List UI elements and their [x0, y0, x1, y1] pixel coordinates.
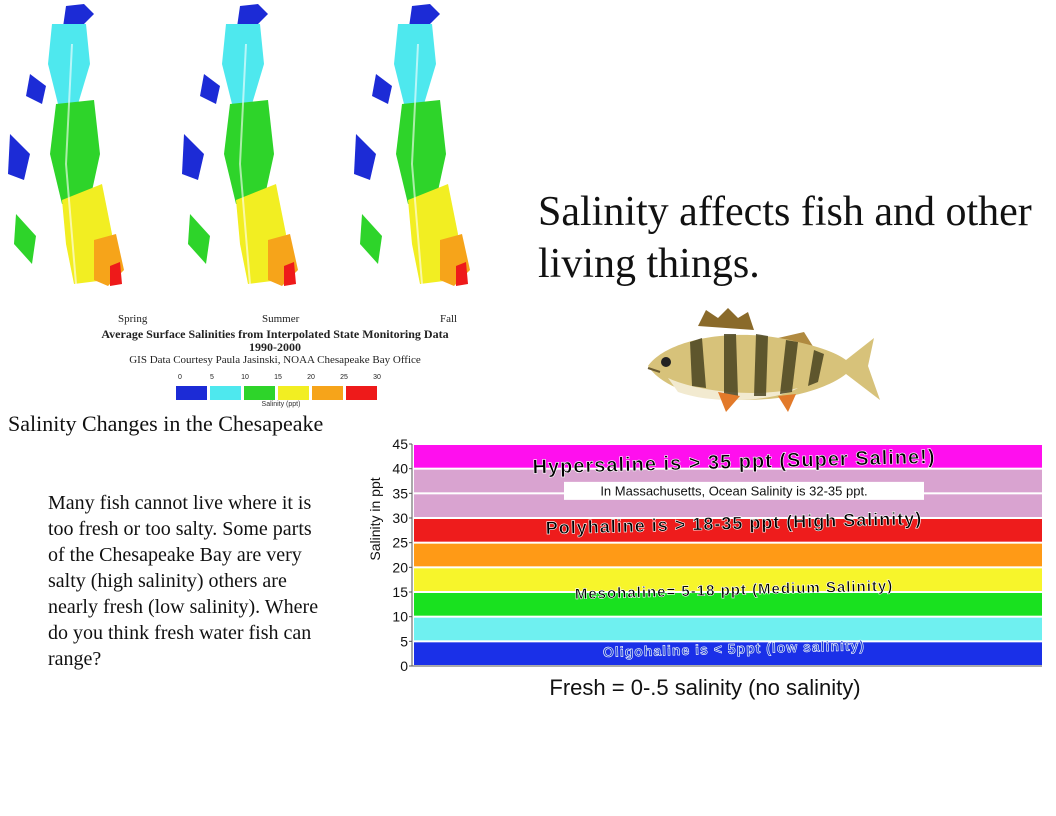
- y-tick-label: 5: [400, 633, 408, 649]
- map-legend-swatch: [312, 386, 343, 400]
- map-legend-tick: 20: [307, 374, 315, 381]
- y-tick-label: 15: [392, 584, 408, 600]
- map-legend-tick: 0: [178, 374, 182, 381]
- map-legend-tick: 10: [241, 374, 249, 381]
- y-tick-label: 0: [400, 658, 408, 674]
- map-legend-tick: 15: [274, 374, 282, 381]
- maps-title: Salinity Changes in the Chesapeake: [8, 411, 324, 436]
- y-ticks: 0 5 10 15 20 25 30 35 40 45: [392, 438, 412, 674]
- chart-annotation: Oligohaline is < 5ppt (low salinity): [603, 637, 865, 660]
- map-caption-title: Average Surface Salinities from Interpol…: [101, 327, 449, 341]
- map-spring: [7, 3, 125, 287]
- map-label-spring: Spring: [118, 313, 148, 325]
- y-tick-label: 35: [392, 485, 408, 501]
- map-label-fall: Fall: [440, 313, 457, 325]
- map-legend-swatch: [346, 386, 377, 400]
- salinity-band: [414, 617, 1042, 641]
- map-legend-swatches: [176, 386, 386, 400]
- annotation-box: [564, 481, 924, 500]
- salinity-band: [414, 445, 1042, 468]
- map-legend: 0 5 10 15 20 25 30 Salinity (ppt): [176, 374, 386, 408]
- map-caption-credit: GIS Data Courtesy Paula Jasinski, NOAA C…: [129, 354, 421, 366]
- map-legend-swatch: [278, 386, 309, 400]
- map-legend-swatch: [176, 386, 207, 400]
- salinity-band: [414, 593, 1042, 616]
- map-caption: Average Surface Salinities from Interpol…: [80, 327, 470, 367]
- slide-heading: Salinity affects fish and other living t…: [538, 189, 1032, 287]
- map-caption-years: 1990-2000: [249, 340, 301, 354]
- map-legend-tick: 25: [340, 374, 348, 381]
- salinity-maps: Spring Summer Fall: [7, 3, 471, 325]
- chart-bands: [414, 445, 1042, 665]
- map-legend-swatch: [244, 386, 275, 400]
- y-tick-label: 10: [392, 609, 408, 625]
- y-tick-label: 40: [392, 461, 408, 477]
- y-tick-label: 25: [392, 535, 408, 551]
- yellow-perch-fish-icon: [647, 308, 880, 412]
- salinity-band: [414, 519, 1042, 542]
- map-summer: [181, 3, 299, 287]
- chart-annotation: In Massachusetts, Ocean Salinity is 32-3…: [600, 483, 867, 498]
- y-tick-label: 20: [392, 559, 408, 575]
- map-legend-tick: 5: [210, 374, 214, 381]
- y-tick-label: 30: [392, 510, 408, 526]
- map-legend-ticks: 0 5 10 15 20 25 30: [176, 374, 386, 386]
- salinity-band: [414, 568, 1042, 591]
- salinity-band: [414, 543, 1042, 567]
- map-fall: [353, 3, 471, 287]
- y-tick-label: 45: [392, 438, 408, 452]
- body-text: Many fish cannot live where it is too fr…: [48, 492, 319, 670]
- map-legend-unit: Salinity (ppt): [261, 401, 301, 408]
- map-legend-tick: 30: [373, 374, 381, 381]
- map-label-summer: Summer: [262, 313, 300, 325]
- salinity-band: [414, 642, 1042, 665]
- y-axis-label: Salinity in ppt: [367, 477, 383, 560]
- map-legend-swatch: [210, 386, 241, 400]
- chart-caption: Fresh = 0-.5 salinity (no salinity): [549, 675, 861, 700]
- salinity-band: [414, 494, 1042, 517]
